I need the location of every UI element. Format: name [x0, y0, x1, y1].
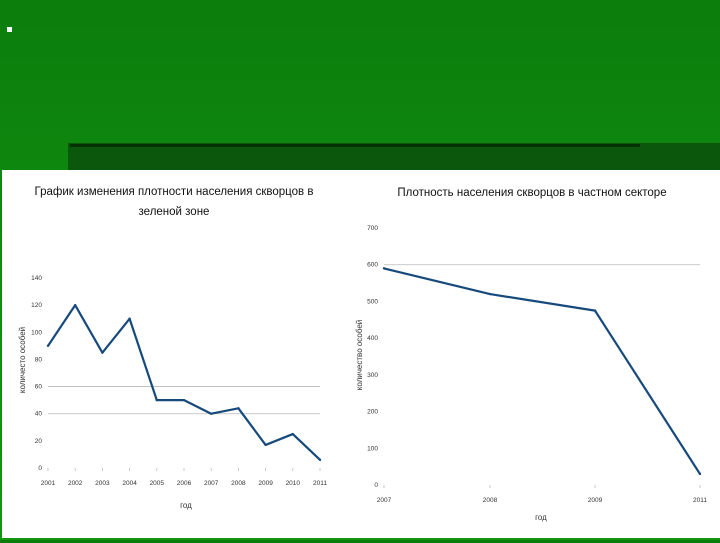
x-tick-label: 2005 — [150, 480, 165, 487]
chart-private-sector: Плотность населения скворцов в частном с… — [355, 187, 707, 522]
x-tick-label: 2002 — [68, 480, 83, 487]
header-shadow-bar — [68, 143, 720, 173]
data-point — [155, 398, 158, 402]
chart-panel-private-sector: Плотность населения скворцов в частном с… — [336, 170, 720, 538]
data-point — [488, 292, 492, 296]
data-point — [128, 317, 131, 320]
slide-bullet — [7, 27, 12, 32]
chart-title: Плотность населения скворцов в частном с… — [397, 187, 666, 199]
series-line — [383, 267, 701, 475]
data-point — [46, 344, 50, 348]
chart-panel-green-zone: График изменения плотности населения скв… — [2, 170, 343, 538]
y-axis-label: количество особей — [355, 320, 364, 391]
x-axis-label: год — [180, 501, 192, 510]
data-point — [318, 458, 322, 462]
header-divider — [70, 144, 640, 147]
data-point — [237, 407, 240, 410]
x-tick-label: 2009 — [258, 480, 273, 487]
x-tick-label: 2010 — [286, 480, 301, 487]
data-point — [182, 398, 186, 402]
data-point — [101, 351, 104, 354]
x-tick-label: 2006 — [177, 480, 192, 487]
x-tick-label: 2008 — [231, 480, 246, 487]
x-axis-label: год — [535, 513, 547, 522]
y-tick-label: 200 — [367, 409, 378, 416]
data-point — [382, 267, 386, 270]
chart-green-zone: График изменения плотности населения скв… — [18, 186, 327, 510]
y-tick-label: 120 — [31, 302, 42, 309]
y-tick-label: 300 — [367, 372, 378, 379]
data-point — [291, 432, 294, 436]
x-tick-label: 2011 — [693, 497, 707, 504]
data-point — [264, 443, 267, 447]
y-axis-label: количесто особей — [18, 327, 27, 393]
x-tick-label: 2009 — [588, 497, 603, 504]
x-tick-label: 2004 — [122, 480, 137, 487]
x-tick-label: 2007 — [377, 497, 392, 504]
y-tick-label: 80 — [35, 356, 43, 363]
y-tick-label: 60 — [35, 384, 43, 391]
y-tick-label: 0 — [38, 465, 42, 472]
x-tick-label: 2003 — [95, 480, 110, 487]
x-tick-label: 2007 — [204, 480, 219, 487]
series-line — [47, 304, 321, 461]
chart-title-line2: зеленой зоне — [139, 206, 210, 218]
y-tick-label: 700 — [367, 225, 378, 232]
y-tick-label: 40 — [35, 411, 43, 418]
x-tick-label: 2001 — [41, 480, 56, 487]
y-tick-label: 20 — [35, 438, 43, 445]
y-tick-label: 400 — [367, 335, 378, 342]
y-tick-label: 100 — [31, 329, 42, 336]
data-point — [593, 309, 597, 312]
chart-title-line1: График изменения плотности населения скв… — [35, 186, 314, 198]
y-tick-label: 600 — [367, 262, 378, 269]
x-tick-label: 2008 — [483, 497, 498, 504]
data-point — [74, 303, 77, 307]
y-tick-label: 100 — [367, 445, 378, 452]
data-point — [210, 412, 213, 415]
data-point — [698, 472, 702, 476]
x-tick-label: 2011 — [313, 480, 327, 487]
y-tick-label: 0 — [374, 482, 378, 489]
y-tick-label: 140 — [31, 275, 42, 282]
y-tick-label: 500 — [367, 298, 378, 305]
